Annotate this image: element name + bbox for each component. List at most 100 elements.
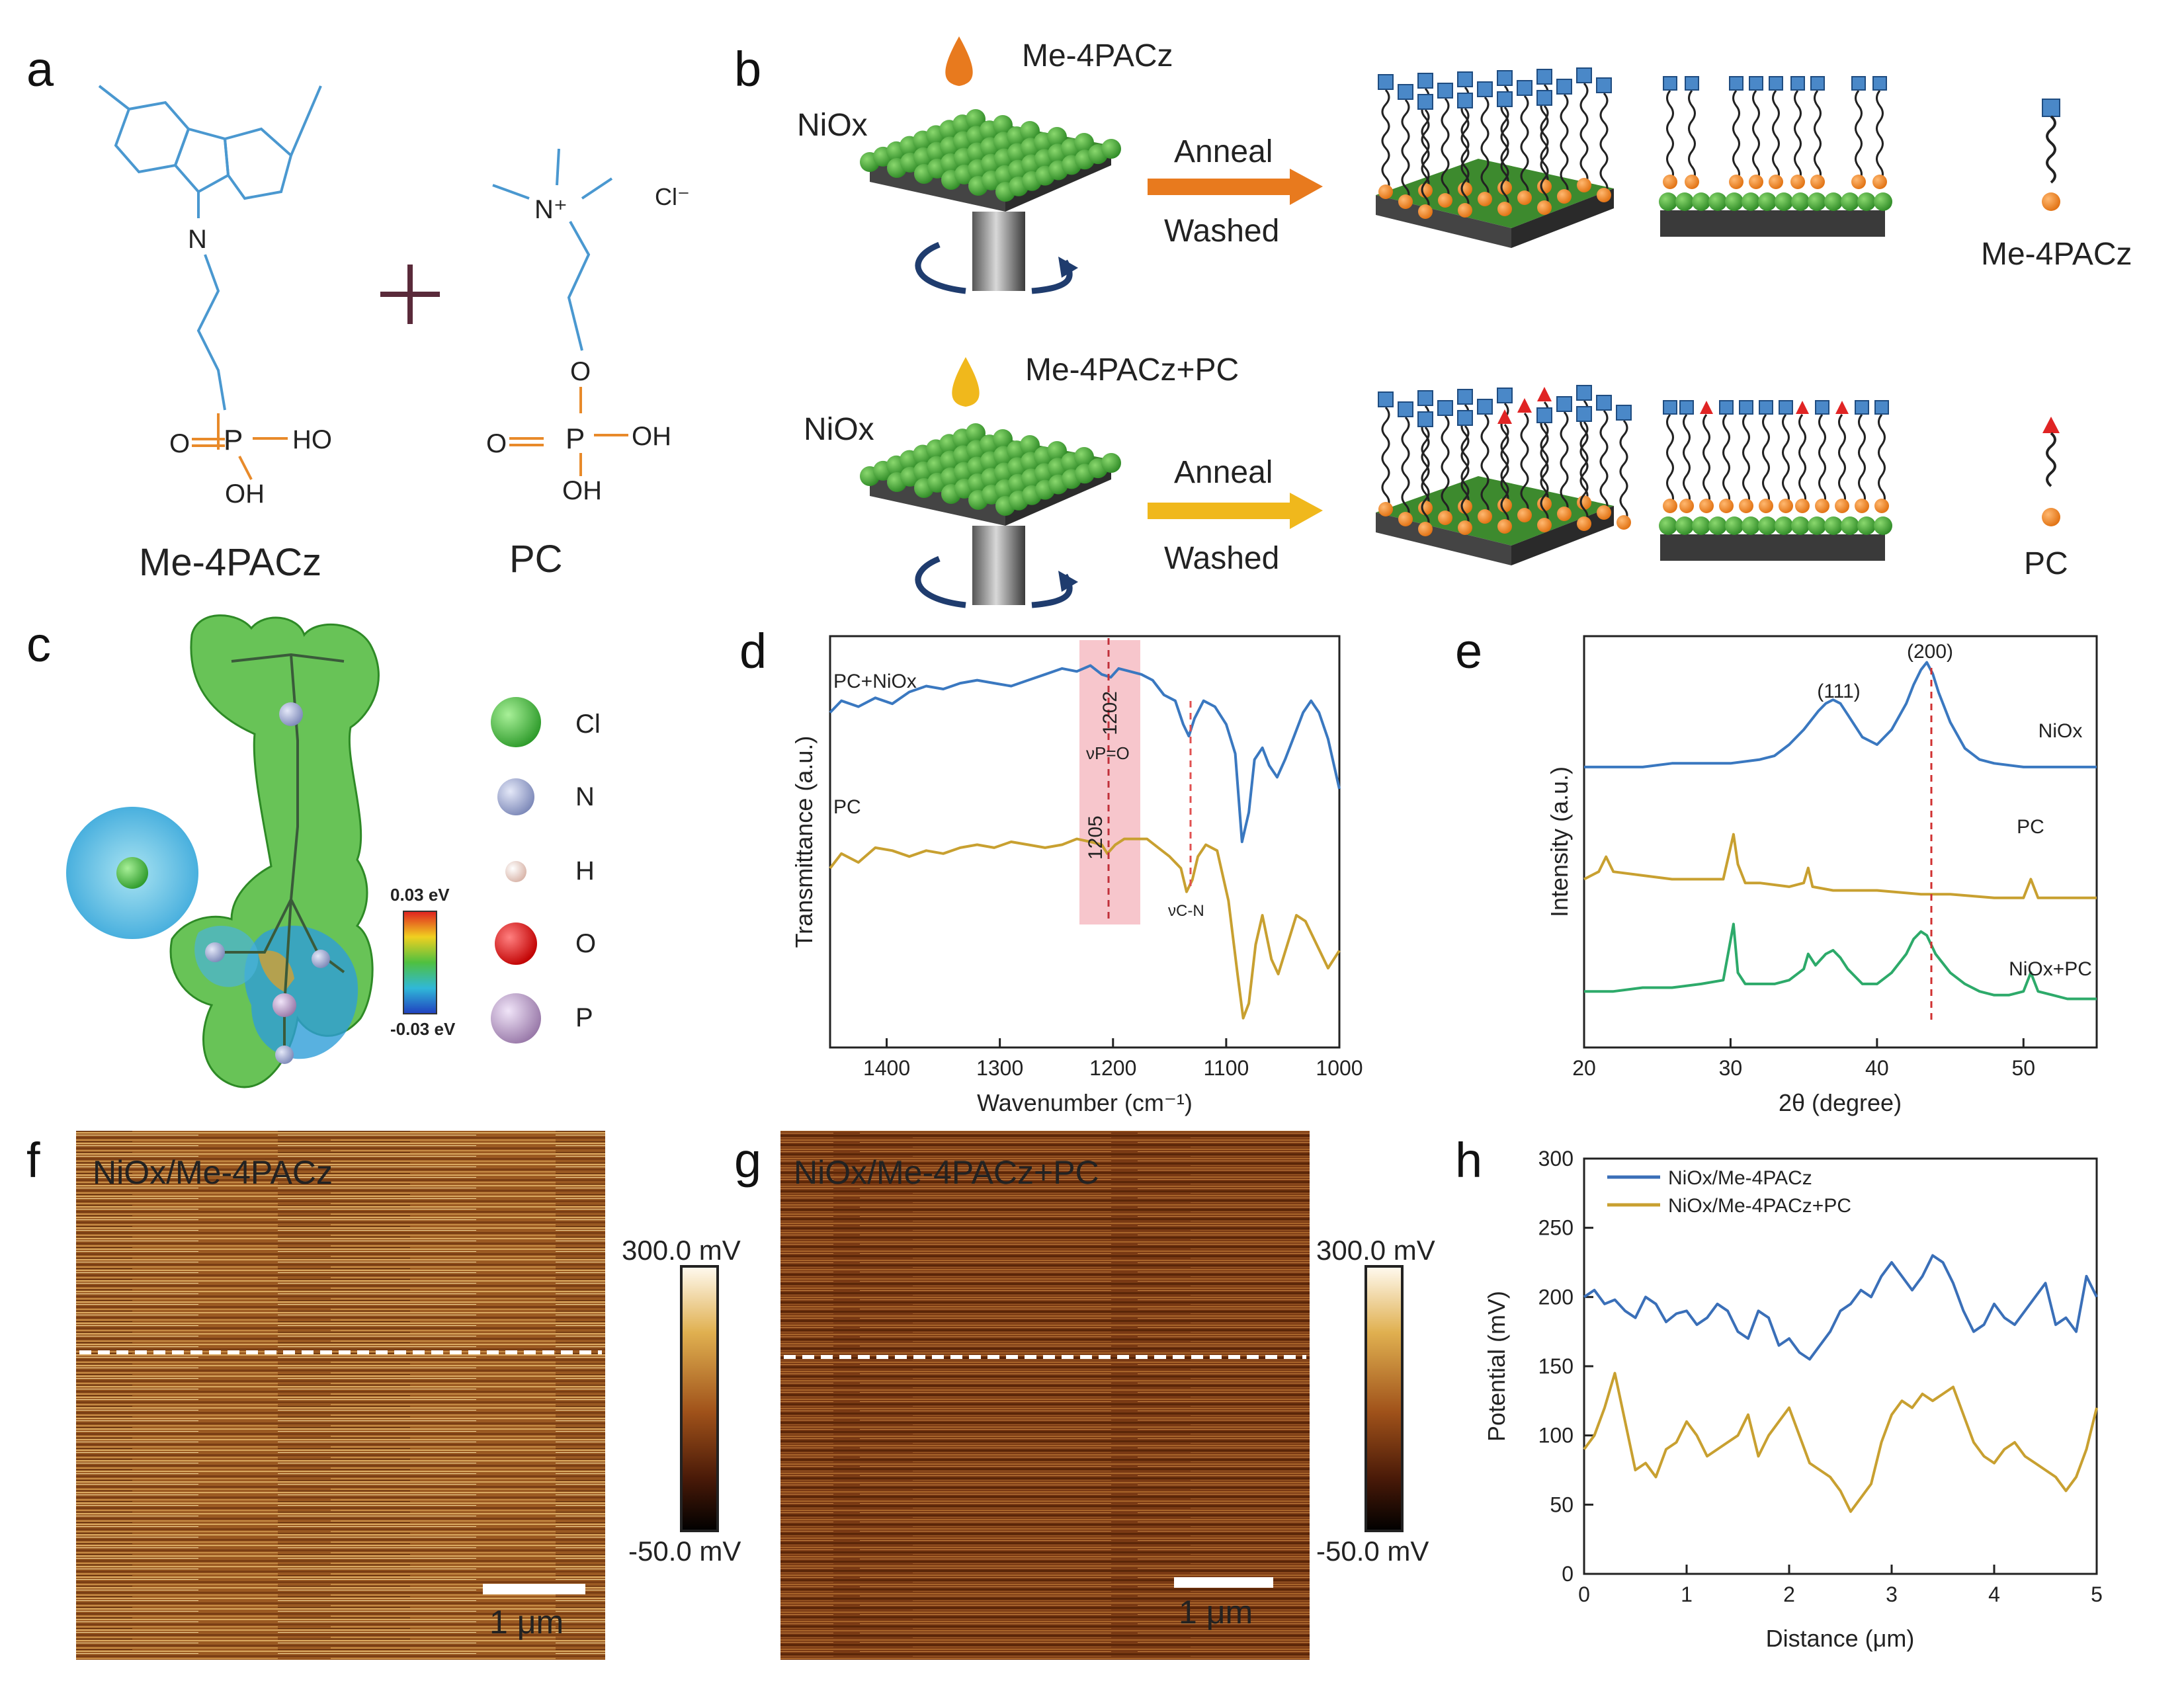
nanoparticle — [1074, 447, 1094, 467]
substrate-top — [1376, 476, 1614, 546]
y-tick-label: 0 — [1562, 1562, 1574, 1586]
molecule-chain — [1480, 413, 1490, 518]
nanoparticle — [1708, 516, 1727, 535]
x-tick-label: 4 — [1988, 1582, 2000, 1606]
molecule-chain — [1560, 93, 1569, 198]
legend-h-series-2: NiOx/Me-4PACz+PC — [1668, 1195, 1851, 1217]
chart-h-series — [1583, 1254, 2098, 1513]
y-tick-label: 300 — [1538, 1147, 1574, 1170]
pc-structure: N⁺ Cl⁻ O P OH O OH — [486, 148, 690, 505]
substrate-side — [1376, 512, 1511, 565]
molecule-chain — [1742, 414, 1750, 507]
anchor-group — [1497, 519, 1512, 534]
anchor-group — [1517, 190, 1532, 205]
anchor-group — [1597, 505, 1611, 520]
nanoparticle — [1020, 435, 1040, 455]
chart-d-frame — [829, 635, 1341, 1049]
anchor-group — [1557, 189, 1572, 204]
molecule-chain — [1480, 96, 1490, 200]
h-atom-icon — [505, 861, 526, 882]
anchor-group — [1557, 507, 1572, 521]
carbazole-head — [1417, 94, 1433, 110]
substrate-cross-section — [1660, 534, 1885, 561]
bottom-process-arrow-icon — [1148, 493, 1323, 529]
carbazole-head — [1378, 391, 1394, 407]
element-legend: Cl N H O P — [491, 697, 601, 1044]
panel-label-g: g — [734, 1133, 761, 1188]
anchor-group — [1759, 499, 1773, 513]
kpfm-colorbar-f — [680, 1265, 719, 1532]
x-tick-label: 1300 — [976, 1056, 1023, 1080]
series-line-niox — [1584, 661, 2097, 768]
nanoparticle — [1824, 192, 1843, 211]
legend-n: N — [575, 782, 595, 811]
nanoparticle — [1857, 192, 1876, 211]
chart-e-frame — [1583, 635, 2098, 1049]
annot-1202: 1202 — [1099, 691, 1121, 735]
molecule-chain — [1855, 90, 1863, 183]
anchor-group — [1851, 175, 1866, 189]
atom-oh-label-pc1: OH — [632, 422, 671, 451]
o-atom-icon — [495, 922, 537, 965]
nanoparticle — [1692, 516, 1710, 535]
carbazole-head — [1497, 91, 1513, 107]
legend-cl: Cl — [575, 710, 601, 739]
molecule-chain — [1683, 414, 1691, 507]
annot-nu-po: νP=O — [1086, 743, 1130, 763]
y-tick-label: 50 — [1550, 1493, 1574, 1516]
anchor-group — [1663, 175, 1677, 189]
top-process-arrow-icon — [1148, 169, 1323, 205]
pc-head — [1796, 401, 1809, 414]
chart-h-legend: NiOx/Me-4PACz NiOx/Me-4PACz+PC — [1607, 1167, 1851, 1217]
top-arrow-washed: Washed — [1164, 214, 1279, 249]
nanoparticle — [1808, 192, 1826, 211]
y-tick-label: 150 — [1538, 1354, 1574, 1378]
atom-p-label-pc: P — [566, 423, 585, 455]
nanoparticle — [1742, 516, 1760, 535]
x-tick-label: 20 — [1572, 1056, 1596, 1080]
series-line-niox-me-4pacz-pc — [1583, 1372, 2098, 1513]
carbazole-head — [1749, 76, 1763, 91]
series-label-pcniox: PC+NiOx — [833, 671, 917, 692]
pc-head — [1517, 398, 1532, 413]
esp-scale-max: 0.03 eV — [390, 885, 450, 905]
legend-p: P — [575, 1003, 593, 1032]
x-tick-label: 0 — [1578, 1582, 1590, 1606]
bottom-legend-label: PC — [2024, 546, 2068, 581]
anchor-group — [1478, 509, 1492, 524]
molecule-chain — [1818, 414, 1826, 507]
kpfm-title-f: NiOx/Me-4PACz — [93, 1154, 333, 1191]
carbazole-head — [1596, 77, 1612, 93]
panel-b: b Me-4PACz NiOx Anneal Washed — [734, 36, 2132, 608]
atom-oh-label-1: OH — [225, 479, 265, 509]
highlight-band — [1079, 640, 1140, 924]
carbazole-head — [1497, 70, 1513, 86]
anchor-group — [1458, 520, 1472, 535]
nanoparticle — [1808, 516, 1826, 535]
series-line-pc-niox — [829, 664, 1341, 843]
carbazole-head — [1398, 84, 1413, 100]
pc-head — [1700, 401, 1713, 414]
carbazole-head — [1437, 400, 1453, 416]
anchor-group — [1497, 202, 1512, 216]
panel-a: a N P HO O OH Me-4PACz — [26, 42, 690, 584]
substrate-top — [1376, 159, 1614, 228]
anchor-group — [1597, 188, 1611, 202]
anchor-group — [1815, 499, 1829, 513]
molecule-chain — [1798, 414, 1806, 507]
molecule-chain — [1838, 414, 1846, 507]
nanoparticle — [1841, 192, 1859, 211]
panel-label-a: a — [26, 42, 54, 97]
panel-g: g NiOx/Me-4PACz+PC 1 μm 300.0 mV -50.0 m… — [734, 1131, 1435, 1660]
series-label-niox: NiOx — [2038, 720, 2083, 742]
legend-me4pacz-molecule — [2042, 99, 2060, 211]
nanoparticle — [1791, 516, 1810, 535]
anchor-group — [1478, 192, 1492, 206]
panel-label-e: e — [1455, 624, 1482, 678]
annot-1205: 1205 — [1085, 815, 1107, 860]
carbazole-head — [1685, 76, 1699, 91]
anchor-group — [1795, 499, 1810, 513]
nanoparticle — [1758, 516, 1777, 535]
chart-e-ylabel: Intensity (a.u.) — [1546, 766, 1573, 917]
